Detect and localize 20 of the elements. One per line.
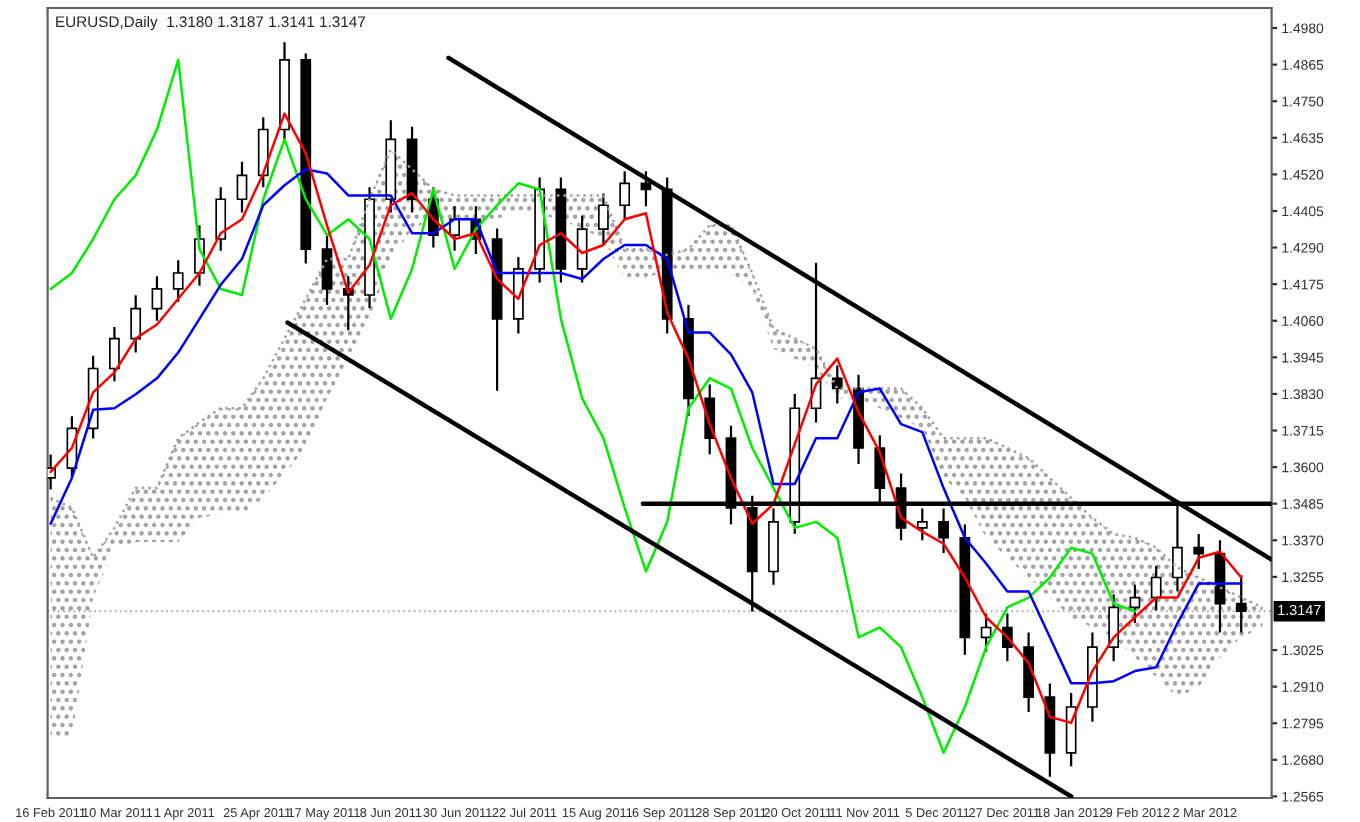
candlestick (172, 259, 184, 303)
line-series (49, 148, 1264, 609)
candlestick (576, 214, 588, 284)
candlestick (236, 160, 248, 214)
candlestick (109, 326, 120, 383)
candlestick (619, 170, 631, 221)
candlestick (1129, 583, 1141, 625)
candlestick (1108, 593, 1120, 663)
candlestick (1150, 564, 1162, 612)
candlestick (321, 233, 333, 306)
candlestick (640, 170, 652, 208)
candlestick (1065, 691, 1077, 768)
line-series (49, 58, 1137, 755)
candlestick (1235, 574, 1247, 634)
candlestick (1193, 532, 1205, 571)
candlestick (151, 275, 163, 322)
candlestick (257, 116, 269, 189)
candlestick (215, 186, 227, 252)
candlestick (598, 192, 609, 246)
candlestick (130, 294, 142, 354)
